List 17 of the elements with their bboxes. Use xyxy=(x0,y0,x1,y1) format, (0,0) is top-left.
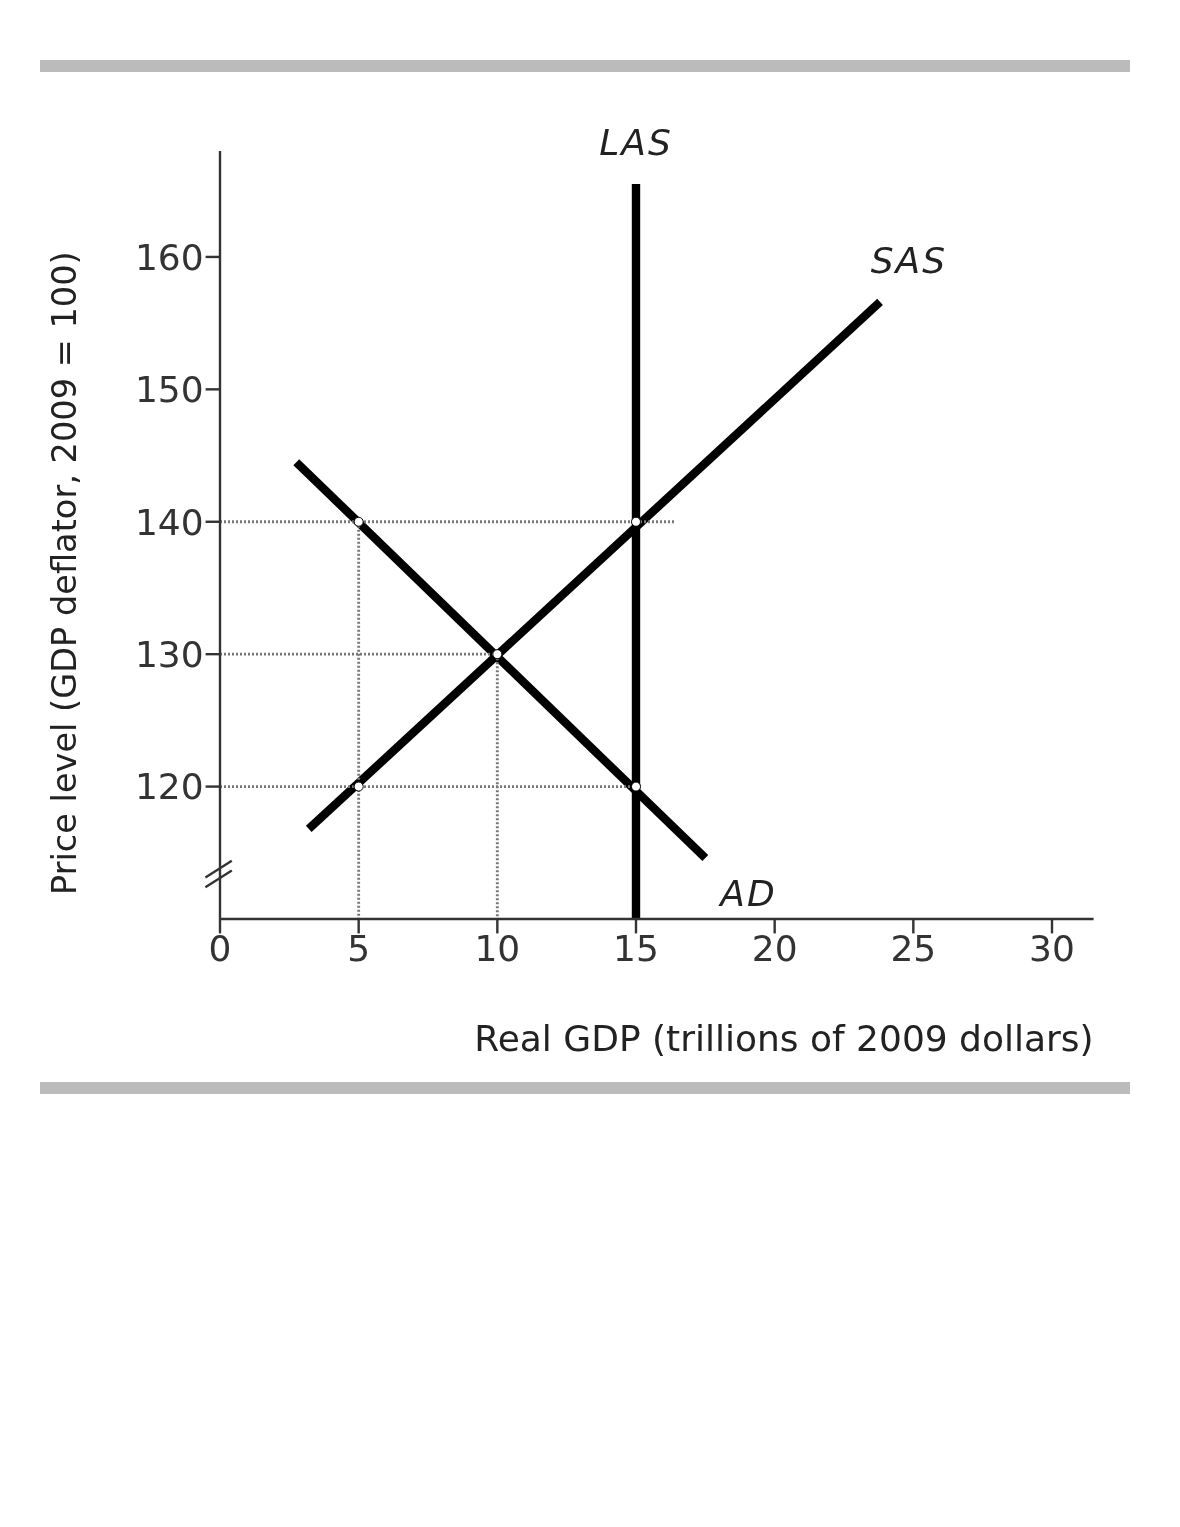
y-tick-label: 120 xyxy=(134,766,204,808)
x-tick-label: 5 xyxy=(347,928,371,970)
series-label: LAS xyxy=(599,122,673,164)
x-tick-label: 10 xyxy=(474,928,521,970)
y-tick-label: 160 xyxy=(134,236,204,278)
series-label: SAS xyxy=(870,240,947,282)
series-label: AD xyxy=(718,873,777,915)
x-tick-label: 15 xyxy=(613,928,659,970)
x-axis-title: Real GDP (trillions of 2009 dollars) xyxy=(474,1018,1094,1060)
y-tick-label: 150 xyxy=(134,369,204,411)
x-tick-label: 20 xyxy=(751,928,798,970)
y-axis-title: Price level (GDP deflator, 2009 = 100) xyxy=(44,251,84,896)
y-tick-label: 140 xyxy=(134,501,204,543)
y-tick-label: 130 xyxy=(134,634,204,676)
x-tick-label: 25 xyxy=(890,928,937,970)
x-tick-label: 30 xyxy=(1029,928,1075,970)
x-tick-label: 0 xyxy=(208,928,232,970)
